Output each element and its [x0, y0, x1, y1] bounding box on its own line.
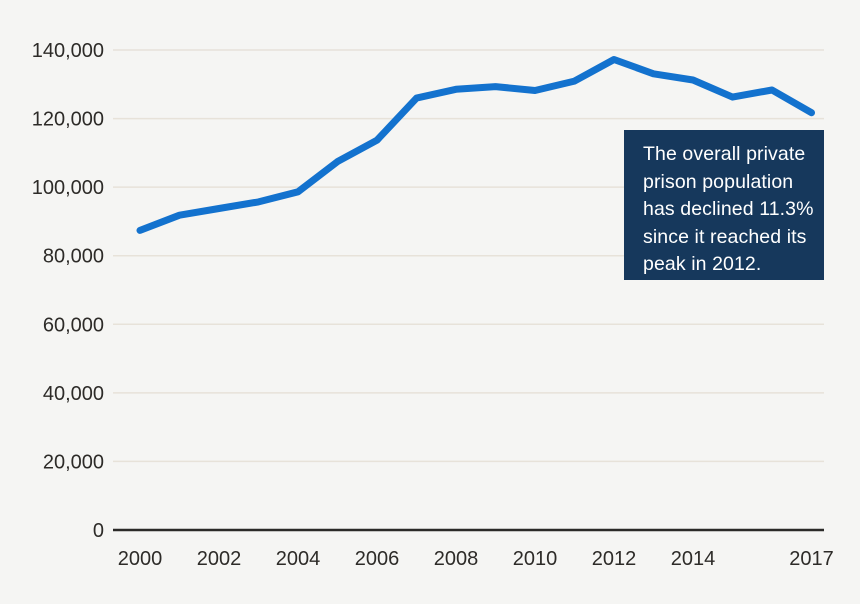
- callout-text-line: The overall private: [643, 143, 806, 165]
- y-tick-label: 120,000: [32, 109, 104, 131]
- data-line-private-prison-population: [136, 56, 815, 234]
- callout-text-line: prison population: [643, 170, 794, 193]
- callout-text-line: peak in 2012.: [643, 253, 762, 276]
- callout-text-line: since it reached its: [643, 225, 807, 248]
- y-tick-label: 140,000: [32, 40, 104, 62]
- y-tick-label: 40,000: [43, 383, 104, 405]
- callout-text-line: has declined 11.3%: [643, 198, 814, 221]
- callout-box: The overall private prison population ha…: [624, 130, 824, 280]
- x-tick-label: 2000: [118, 548, 163, 570]
- y-tick-label: 20,000: [43, 451, 104, 473]
- x-tick-label: 2017: [789, 548, 834, 570]
- y-tick-label: 60,000: [43, 314, 104, 336]
- y-tick-label: 0: [93, 520, 104, 542]
- x-tick-label: 2010: [513, 548, 558, 570]
- y-tick-label: 100,000: [32, 177, 104, 199]
- x-tick-label: 2008: [434, 548, 479, 570]
- x-tick-label: 2004: [276, 548, 321, 570]
- x-tick-label: 2012: [592, 548, 637, 570]
- x-tick-label: 2006: [355, 548, 400, 570]
- x-tick-label: 2014: [671, 548, 716, 570]
- y-tick-label: 80,000: [43, 246, 104, 268]
- x-tick-label: 2002: [197, 548, 242, 570]
